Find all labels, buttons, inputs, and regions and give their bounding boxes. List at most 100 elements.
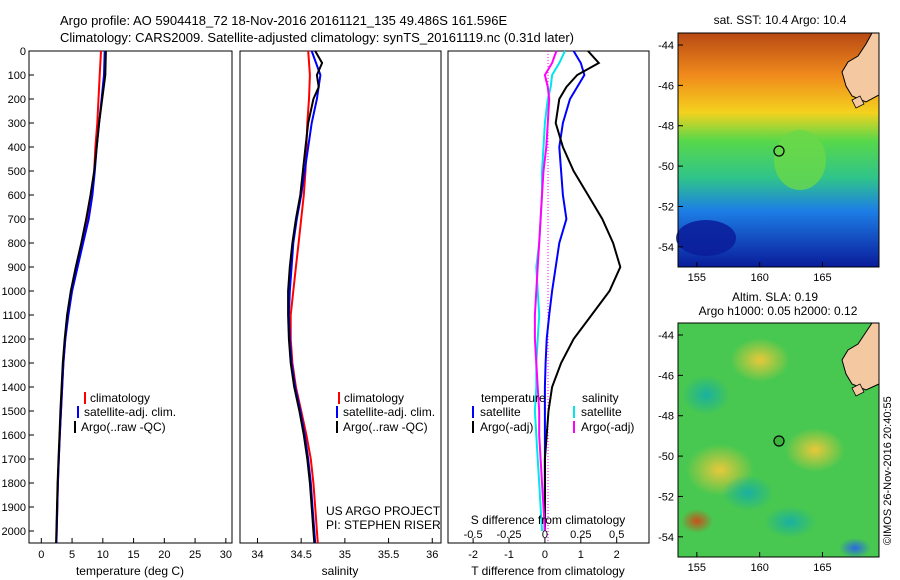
sst-map-title: sat. SST: 10.4 Argo: 10.4 [714,13,847,27]
lat-tick-label: -52 [658,491,674,503]
lon-tick-label: 160 [750,272,768,284]
x-tick-label: 25 [189,549,201,561]
lat-tick-label: -50 [658,161,674,173]
x-tick-label: 34.5 [290,549,311,561]
lon-tick-label: 155 [688,562,706,574]
temperature-legend: climatology satellite-adj. clim. Argo(..… [74,391,176,434]
s-difference-x-ticks: -0.5 -0.25 0 0.25 0.5 [464,529,625,541]
temperature-axis-label: temperature (deg C) [76,564,184,578]
y-tick-label: 1500 [2,406,26,418]
sst-lon-ticks: 155 160 165 [688,262,832,284]
legend-label-satellite: satellite-adj. clim. [343,405,435,419]
salinity-x-ticks: 34 34.5 35 35.5 36 [251,538,438,561]
temperature-series-group [55,50,107,544]
sst-argo-position-marker [773,145,785,157]
salinity-axes-frame [239,50,442,544]
series-line-temperature-argo-adj [543,50,622,531]
sst-map: sat. SST: 10.4 Argo: 10.4 -44 -46 -48 -50 -5… [658,13,880,284]
sst-map-frame [677,32,880,268]
x-tick-label: 0 [542,549,548,561]
legend-label-s-satellite: satellite [581,405,622,419]
t-difference-x-ticks: -2 -1 0 1 2 [468,538,620,561]
lon-tick-label: 165 [813,272,831,284]
y-tick-label: 700 [8,214,26,226]
salinity-axis-label: salinity [322,564,359,578]
sst-landmass [841,32,880,103]
temperature-panel: 0100200300400500600700800900100011001200… [2,46,233,578]
lat-tick-label: -52 [658,201,674,213]
lon-tick-label: 155 [688,272,706,284]
sst-island [851,95,865,109]
series-line-climatology [55,50,102,544]
legend-title-temperature: temperature [481,391,546,405]
series-line-argo-raw-qc [287,50,324,544]
sla-strong-low-anomaly [839,538,871,558]
lon-tick-label: 160 [750,562,768,574]
lat-tick-label: -46 [658,80,674,92]
x-tick-label-top: 0.5 [609,529,624,541]
sla-map-title-1: Altim. SLA: 0.19 [732,290,818,304]
sla-high-anomaly [785,428,845,472]
lat-tick-label: -44 [658,40,674,52]
legend-title-salinity: salinity [582,391,619,405]
y-tick-label: 0 [20,46,26,58]
y-tick-label: 1300 [2,358,26,370]
difference-legend: temperature salinity satellite Argo(-adj… [472,391,634,434]
lat-tick-label: -44 [658,330,674,342]
lat-tick-label: -48 [658,411,674,423]
x-tick-label: 2 [614,549,620,561]
x-tick-label: 5 [69,549,75,561]
x-tick-label: -2 [468,549,478,561]
y-tick-label: 1200 [2,334,26,346]
lon-tick-label: 165 [813,562,831,574]
legend-label-argo: Argo(..raw -QC) [81,420,166,434]
salinity-panel: 34 34.5 35 35.5 36 salinity climatology sate… [239,50,442,578]
lat-tick-label: -54 [658,242,674,254]
sla-strong-high-anomaly [681,509,713,533]
sst-lat-ticks: -44 -46 -48 -50 -52 -54 [658,40,683,254]
difference-panel: -2 -1 0 1 2 -0.5 -0.25 0 0.25 0.5 S difference f… [447,50,650,578]
y-tick-label: 1100 [2,310,26,322]
y-tick-label: 800 [8,238,26,250]
sla-map-frame [677,322,880,558]
legend-label-satellite: satellite-adj. clim. [84,405,176,419]
sla-landmass [841,322,880,391]
sla-low-anomaly [722,475,774,511]
x-tick-label-top: -0.5 [464,529,483,541]
legend-label-t-argo: Argo(-adj) [480,420,533,434]
lat-tick-label: -50 [658,451,674,463]
temperature-x-ticks: 0 5 10 15 20 25 30 [38,538,232,561]
series-line-argo-raw-qc [55,50,107,544]
x-tick-label: 35.5 [378,549,399,561]
y-tick-label: 500 [8,166,26,178]
series-line-temperature-satellite [543,50,586,531]
sla-high-anomaly [730,338,790,382]
legend-label-t-satellite: satellite [480,405,521,419]
y-tick-label: 200 [8,94,26,106]
series-line-salinity-satellite [533,50,566,532]
y-tick-label: 300 [8,118,26,130]
x-tick-label: 0 [38,549,44,561]
header-line-2: Climatology: CARS2009. Satellite-adjuste… [60,30,575,45]
y-tick-label: 1800 [2,478,26,490]
imos-credit: ©IMOS 26-Nov-2016 20:40:55 [882,396,894,545]
header-line-1: Argo profile: AO 5904418_72 18-Nov-2016 … [60,13,508,28]
x-tick-label: 20 [158,549,170,561]
sla-island [851,383,865,397]
legend-label-argo: Argo(..raw -QC) [343,420,428,434]
sla-low-anomaly [682,375,730,415]
sst-cold-patch [676,220,736,256]
s-difference-axis-label: S difference from climatology [471,513,626,527]
x-tick-label: 1 [578,549,584,561]
y-tick-label: 400 [8,142,26,154]
x-tick-label: 34 [251,549,263,561]
temperature-axes-frame [28,50,233,544]
sla-lon-ticks: 155 160 165 [688,552,832,574]
y-tick-label: 100 [8,70,26,82]
lat-tick-label: -46 [658,370,674,382]
sla-low-anomaly [764,506,816,538]
y-tick-label: 1900 [2,502,26,514]
t-difference-axis-label: T difference from climatology [471,564,625,578]
y-tick-label: 900 [8,262,26,274]
sla-map: Altim. SLA: 0.19 Argo h1000: 0.05 h2000:… [658,290,880,574]
